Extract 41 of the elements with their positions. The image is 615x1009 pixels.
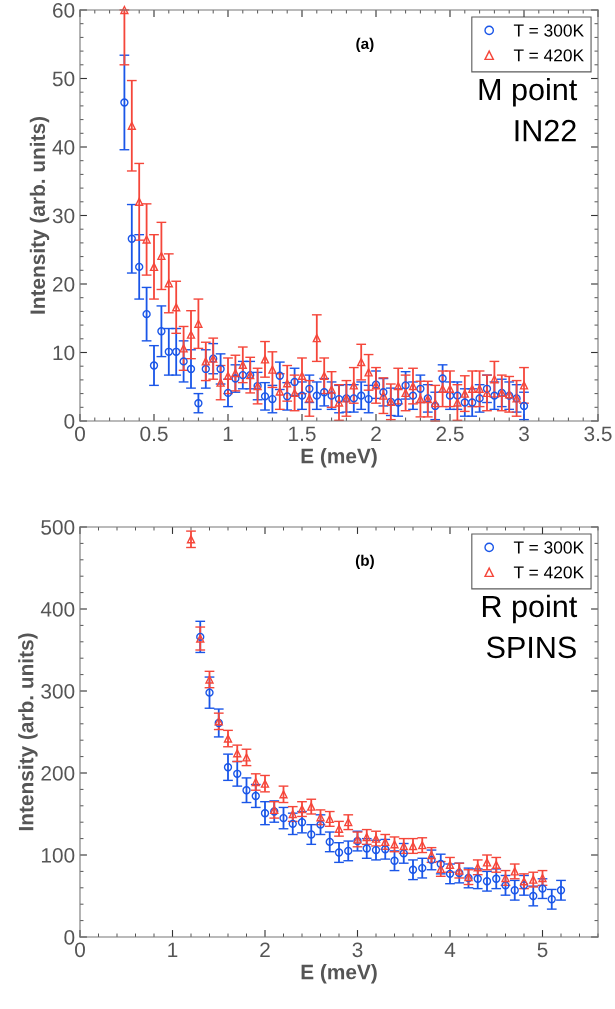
y-tick-label: 10 xyxy=(53,345,75,361)
y-tick-label: 50 xyxy=(52,71,75,87)
y-tick-label: 200 xyxy=(41,766,75,781)
x-tick-label: 2.5 xyxy=(436,426,464,442)
x-tick-label: 0 xyxy=(75,942,85,958)
x-tick-label: 0 xyxy=(75,426,85,442)
x-tick-label: 4 xyxy=(444,942,456,957)
legend-label: T = 420K xyxy=(513,49,584,62)
x-tick-label: 5 xyxy=(537,942,548,958)
annotation: SPINS xyxy=(486,636,576,659)
y-axis-title: Intensity (arb. units) xyxy=(18,633,38,831)
x-tick-label: 2 xyxy=(371,426,381,441)
annotation: M point xyxy=(479,77,578,107)
legend-label: T = 300K xyxy=(513,24,584,37)
y-tick-label: 40 xyxy=(52,140,75,155)
y-tick-label: 100 xyxy=(41,848,75,863)
y-tick-label: 0 xyxy=(64,930,75,945)
annotation: (b) xyxy=(355,554,374,569)
x-tick-label: 3.5 xyxy=(584,426,612,442)
legend-label: T = 300K xyxy=(513,541,584,554)
x-tick-label: 1 xyxy=(168,942,178,957)
y-tick-label: 30 xyxy=(52,208,75,224)
legend-label: T = 420K xyxy=(513,566,584,579)
x-tick-label: 1.5 xyxy=(289,426,316,442)
y-tick-label: 400 xyxy=(40,602,75,617)
annotation: R point xyxy=(482,594,578,624)
y-tick-label: 300 xyxy=(41,684,75,699)
y-tick-label: 20 xyxy=(53,277,75,292)
x-tick-label: 0.5 xyxy=(140,426,168,442)
y-tick-label: 0 xyxy=(64,414,75,429)
y-tick-label: 60 xyxy=(53,3,75,18)
y-tick-label: 500 xyxy=(41,520,75,535)
annotation: (a) xyxy=(356,37,374,53)
x-axis-title: E (meV) xyxy=(301,964,377,984)
x-tick-label: 3 xyxy=(352,942,363,958)
x-tick-label: 1 xyxy=(223,426,233,441)
annotation: IN22 xyxy=(515,119,576,142)
y-axis-title: Intensity (arb. units) xyxy=(29,116,50,314)
x-tick-label: 2 xyxy=(260,942,270,957)
x-tick-label: 3 xyxy=(519,426,529,442)
x-axis-title: E (meV) xyxy=(301,448,377,468)
